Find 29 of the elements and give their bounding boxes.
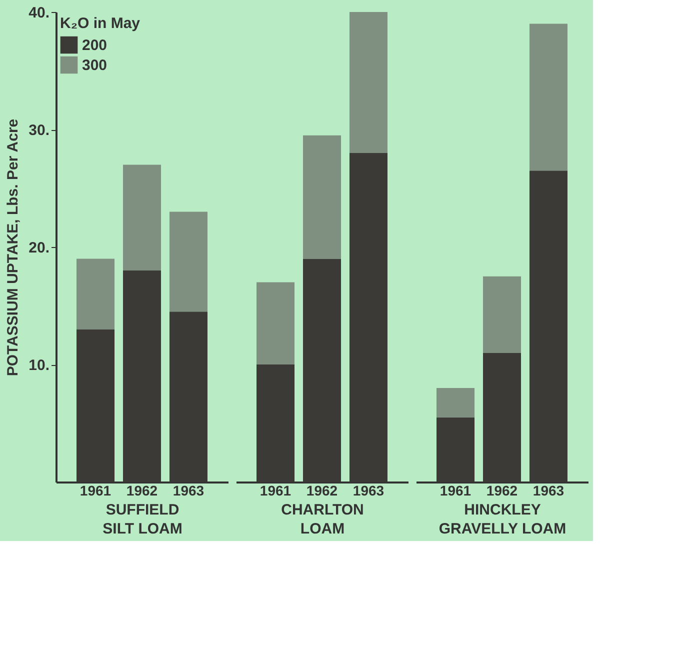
- bar: [303, 135, 341, 259]
- bar: [436, 388, 475, 418]
- bar: [483, 276, 521, 353]
- bar: [123, 164, 161, 270]
- y-axis-title: POTASSIUM UPTAKE, Lbs. Per Acre: [4, 118, 22, 376]
- x-tick-label: 1961: [440, 482, 472, 498]
- x-tick-label: 1963: [532, 482, 564, 498]
- x-axis-title: SUFFIELD SILT LOAM: [102, 502, 182, 538]
- bar: [76, 258, 115, 330]
- y-tick-label: 20.: [28, 240, 50, 256]
- x-tick-label: 1962: [126, 482, 158, 498]
- legend-title: K₂O in May: [60, 15, 141, 32]
- x-tick-label: 1963: [352, 482, 384, 498]
- x-tick-label: 1962: [306, 482, 338, 498]
- y-tick-label: 30.: [28, 122, 50, 139]
- y-tick-label: 10.: [28, 357, 50, 374]
- legend-label: 300: [82, 57, 108, 74]
- x-tick-label: 1961: [260, 482, 292, 498]
- bar: [529, 24, 568, 171]
- y-tick-label: 40.: [28, 4, 50, 22]
- x-axis-title: HINCKLEY GRAVELLY LOAM: [438, 502, 566, 538]
- x-axis-title: CHARLTON LOAM: [281, 502, 364, 538]
- bar: [349, 12, 388, 153]
- legend-label: 200: [82, 37, 108, 54]
- x-tick-label: 1962: [486, 482, 518, 498]
- bar: [169, 212, 208, 312]
- bar: [256, 282, 295, 364]
- x-tick-label: 1963: [172, 482, 204, 498]
- x-tick-label: 1961: [80, 482, 112, 498]
